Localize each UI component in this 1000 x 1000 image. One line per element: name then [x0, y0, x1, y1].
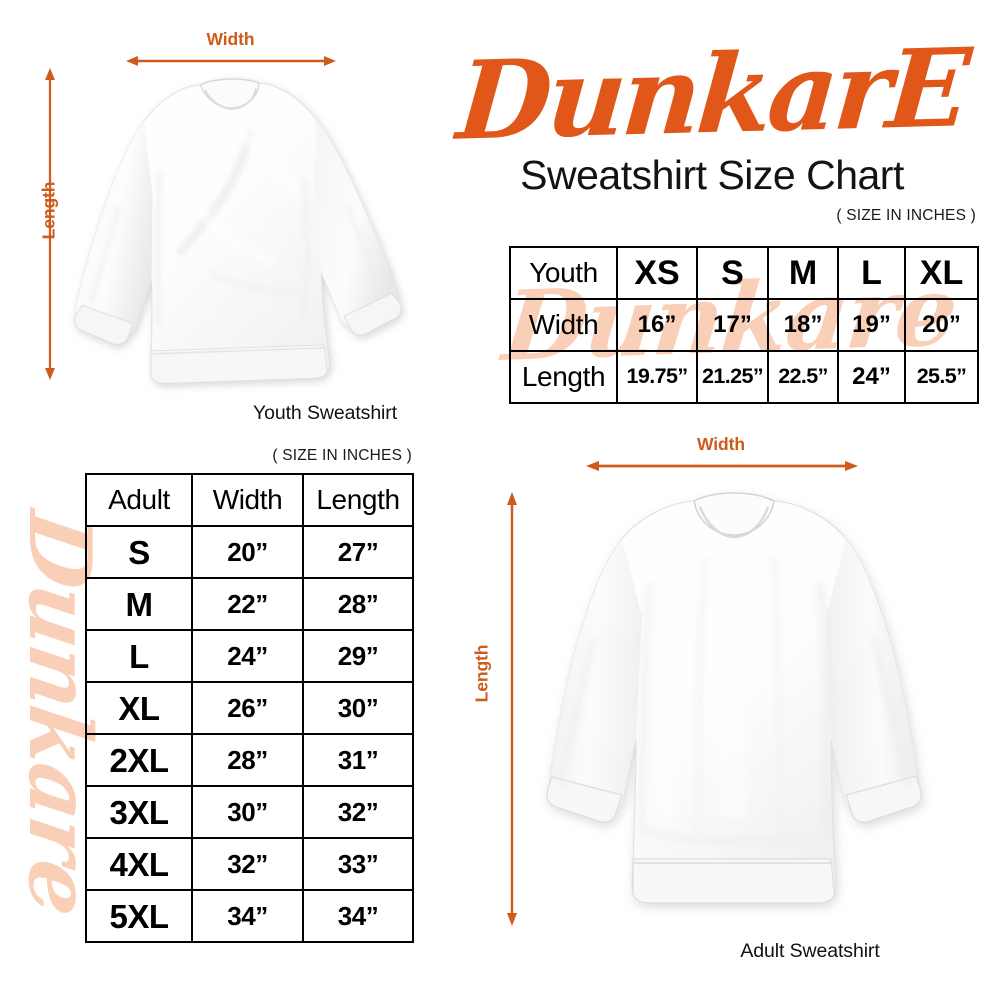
youth-size-xs: XS	[616, 246, 698, 300]
adult-length-xl: 30”	[302, 681, 414, 735]
youth-width-row-header: Width	[509, 298, 618, 352]
adult-size-4xl: 4XL	[85, 837, 193, 891]
youth-length-xl: 25.5”	[904, 350, 979, 404]
adult-width-3xl: 30”	[191, 785, 304, 839]
adult-size-table-wrap: Adult Width Length S 20” 27” M 22” 28” L…	[85, 473, 414, 943]
table-row: Width 16” 17” 18” 19” 20”	[509, 298, 979, 352]
adult-table-col-size: Adult	[85, 473, 193, 527]
adult-size-m: M	[85, 577, 193, 631]
adult-width-5xl: 34”	[191, 889, 304, 943]
adult-width-4xl: 32”	[191, 837, 304, 891]
youth-width-l: 19”	[837, 298, 906, 352]
table-row: 3XL 30” 32”	[85, 785, 414, 839]
adult-length-s: 27”	[302, 525, 414, 579]
youth-length-m: 22.5”	[767, 350, 839, 404]
adult-width-arrow-icon	[586, 459, 858, 473]
youth-size-table-wrap: Youth XS S M L XL Width 16” 17” 18” 19” …	[509, 246, 979, 404]
brand-logo: DunkarE	[432, 25, 992, 164]
table-row: Length 19.75” 21.25” 22.5” 24” 25.5”	[509, 350, 979, 404]
table-row: 4XL 32” 33”	[85, 837, 414, 891]
adult-size-xl: XL	[85, 681, 193, 735]
youth-length-s: 21.25”	[696, 350, 769, 404]
adult-length-5xl: 34”	[302, 889, 414, 943]
adult-size-s: S	[85, 525, 193, 579]
table-row: 2XL 28” 31”	[85, 733, 414, 787]
adult-width-2xl: 28”	[191, 733, 304, 787]
youth-sweatshirt-image	[58, 72, 408, 397]
youth-length-l: 24”	[837, 350, 906, 404]
adult-size-l: L	[85, 629, 193, 683]
youth-width-m: 18”	[767, 298, 839, 352]
table-row: L 24” 29”	[85, 629, 414, 683]
adult-size-3xl: 3XL	[85, 785, 193, 839]
adult-length-4xl: 33”	[302, 837, 414, 891]
adult-length-label: Length	[471, 644, 492, 703]
adult-units-note: ( SIZE IN INCHES )	[272, 447, 412, 464]
adult-length-3xl: 32”	[302, 785, 414, 839]
page-title: Sweatshirt Size Chart	[520, 152, 904, 198]
table-row: 5XL 34” 34”	[85, 889, 414, 943]
adult-width-xl: 26”	[191, 681, 304, 735]
table-row: S 20” 27”	[85, 525, 414, 579]
adult-sweatshirt-image	[518, 487, 948, 927]
youth-size-m: M	[767, 246, 839, 300]
youth-units-note: ( SIZE IN INCHES )	[836, 207, 976, 224]
adult-length-m: 28”	[302, 577, 414, 631]
adult-width-l: 24”	[191, 629, 304, 683]
table-row: XL 26” 30”	[85, 681, 414, 735]
adult-size-5xl: 5XL	[85, 889, 193, 943]
adult-sweatshirt-caption: Adult Sweatshirt	[740, 940, 880, 962]
youth-size-xl: XL	[904, 246, 979, 300]
adult-length-2xl: 31”	[302, 733, 414, 787]
youth-width-arrow-icon	[126, 54, 336, 68]
youth-size-table: Youth XS S M L XL Width 16” 17” 18” 19” …	[509, 246, 979, 404]
adult-length-arrow-icon	[505, 492, 519, 926]
adult-table-col-length: Length	[302, 473, 414, 527]
adult-width-s: 20”	[191, 525, 304, 579]
youth-width-s: 17”	[696, 298, 769, 352]
adult-size-table: Adult Width Length S 20” 27” M 22” 28” L…	[85, 473, 414, 943]
youth-length-arrow-icon	[43, 68, 57, 380]
adult-table-col-width: Width	[191, 473, 304, 527]
youth-length-xs: 19.75”	[616, 350, 698, 404]
brand-wordmark: DunkarE	[453, 24, 971, 165]
adult-length-l: 29”	[302, 629, 414, 683]
youth-width-xs: 16”	[616, 298, 698, 352]
youth-width-label: Width	[206, 29, 255, 49]
youth-size-l: L	[837, 246, 906, 300]
youth-width-xl: 20”	[904, 298, 979, 352]
youth-size-s: S	[696, 246, 769, 300]
youth-sweatshirt-caption: Youth Sweatshirt	[252, 402, 398, 424]
adult-width-label: Width	[697, 434, 745, 454]
table-row: M 22” 28”	[85, 577, 414, 631]
table-header-row: Adult Width Length	[85, 473, 414, 527]
adult-size-2xl: 2XL	[85, 733, 193, 787]
adult-width-m: 22”	[191, 577, 304, 631]
youth-length-row-header: Length	[509, 350, 618, 404]
youth-table-corner: Youth	[509, 246, 618, 300]
table-row: Youth XS S M L XL	[509, 246, 979, 300]
